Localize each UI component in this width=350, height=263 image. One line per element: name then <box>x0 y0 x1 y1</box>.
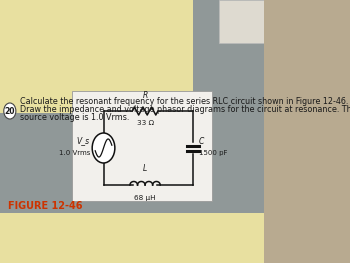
Polygon shape <box>0 213 265 263</box>
FancyBboxPatch shape <box>72 91 212 201</box>
Text: Draw the impedance and voltage phasor diagrams for the circuit at resonance. The: Draw the impedance and voltage phasor di… <box>20 105 350 114</box>
Polygon shape <box>0 0 193 113</box>
Text: V_s: V_s <box>77 136 90 145</box>
Text: 68 μH: 68 μH <box>134 195 156 201</box>
Text: source voltage is 1.0 Vrms.: source voltage is 1.0 Vrms. <box>20 114 129 123</box>
Text: Calculate the resonant frequency for the series RLC circuit shown in Figure 12-4: Calculate the resonant frequency for the… <box>20 98 348 107</box>
Text: 1500 pF: 1500 pF <box>199 150 227 156</box>
Text: 33 Ω: 33 Ω <box>136 120 154 126</box>
Circle shape <box>4 103 16 119</box>
Text: FIGURE 12-46: FIGURE 12-46 <box>8 201 82 211</box>
Text: L: L <box>143 164 147 173</box>
Polygon shape <box>0 0 265 263</box>
Circle shape <box>92 133 115 163</box>
Text: 20: 20 <box>5 107 15 115</box>
Polygon shape <box>219 0 265 43</box>
Text: R: R <box>142 91 148 100</box>
Text: 1.0 Vrms: 1.0 Vrms <box>58 150 90 156</box>
Text: C: C <box>199 138 204 146</box>
